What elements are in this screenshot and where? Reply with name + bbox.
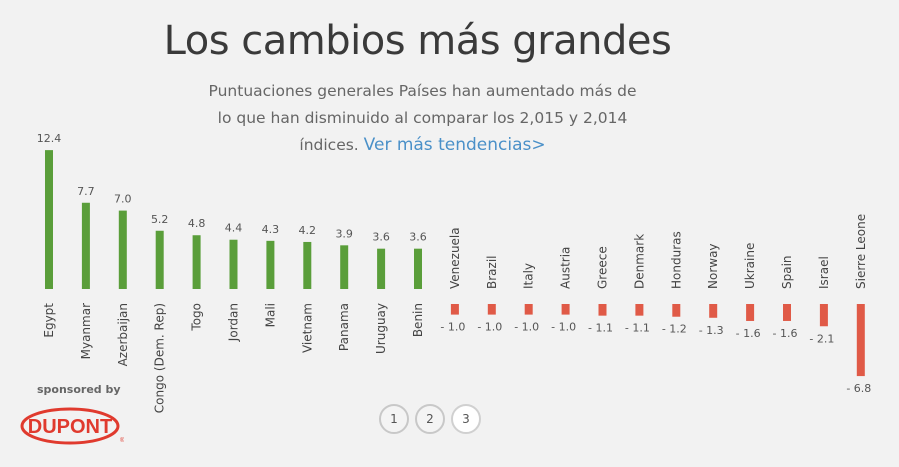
bar-0 (45, 150, 53, 289)
sponsor-label: sponsored by (37, 383, 121, 396)
category-label-11: Venezuela (448, 227, 462, 289)
svg-text:®: ® (120, 437, 124, 444)
value-label-15: - 1.1 (588, 322, 613, 335)
value-label-22: - 6.8 (846, 382, 871, 395)
category-label-15: Greece (596, 246, 610, 289)
bar-4 (192, 235, 201, 289)
bar-20 (783, 304, 791, 321)
value-label-0: 12.4 (37, 132, 62, 145)
page-title: Los cambios más grandes (163, 18, 672, 64)
category-label-0: Egypt (42, 303, 56, 338)
page-button-3[interactable]: 3 (451, 404, 481, 434)
value-label-17: - 1.2 (662, 323, 687, 336)
bar-18 (709, 304, 718, 318)
category-label-8: Panama (337, 303, 351, 351)
value-label-1: 7.7 (77, 185, 95, 198)
bar-3 (155, 230, 164, 289)
bar-12 (487, 304, 496, 315)
value-label-8: 3.9 (335, 227, 353, 240)
value-label-19: - 1.6 (736, 327, 761, 340)
bar-16 (635, 304, 644, 316)
value-label-14: - 1.0 (551, 321, 576, 334)
category-label-20: Spain (780, 255, 794, 289)
bar-9 (377, 248, 386, 289)
bar-19 (746, 304, 755, 321)
value-label-7: 4.2 (299, 224, 317, 237)
value-label-18: - 1.3 (699, 324, 724, 337)
bar-6 (266, 240, 275, 289)
category-label-17: Honduras (669, 231, 683, 289)
value-label-3: 5.2 (151, 213, 169, 226)
category-label-12: Brazil (485, 256, 499, 290)
bar-22 (856, 304, 865, 377)
category-label-19: Ukraine (743, 243, 757, 289)
bar-7 (303, 241, 312, 289)
value-label-10: 3.6 (409, 231, 427, 244)
subtitle-text: Puntuaciones generales Países han aument… (208, 82, 637, 154)
value-label-9: 3.6 (372, 231, 390, 244)
bar-2 (118, 210, 127, 289)
dupont-logo: DUPONT ® (20, 407, 124, 445)
bar-13 (524, 304, 533, 315)
category-label-5: Jordan (227, 303, 241, 342)
category-label-2: Azerbaijan (116, 303, 130, 366)
bar-15 (598, 304, 607, 316)
category-label-3: Congo (Dem. Rep) (153, 303, 167, 413)
bar-5 (229, 239, 238, 289)
bar-21 (819, 304, 828, 327)
bar-1 (81, 202, 90, 289)
value-label-2: 7.0 (114, 193, 132, 206)
category-label-1: Myanmar (79, 303, 93, 359)
category-label-7: Vietnam (300, 303, 314, 353)
bar-8 (340, 245, 349, 289)
category-label-9: Uruguay (374, 303, 388, 354)
page-button-1[interactable]: 1 (379, 404, 409, 434)
category-label-22: Sierre Leone (854, 214, 868, 289)
category-label-14: Austria (559, 247, 573, 289)
value-label-6: 4.3 (262, 223, 280, 236)
more-trends-link[interactable]: Ver más tendencias> (363, 135, 546, 155)
category-label-16: Denmark (632, 234, 646, 289)
bar-14 (561, 304, 570, 315)
value-label-5: 4.4 (225, 222, 243, 235)
bar-10 (414, 248, 422, 289)
category-label-21: Israel (817, 256, 831, 289)
value-label-11: - 1.0 (440, 321, 465, 334)
category-label-13: Italy (522, 263, 536, 289)
bar-17 (672, 304, 681, 317)
category-label-18: Norway (706, 243, 720, 289)
value-label-21: - 2.1 (809, 332, 834, 345)
svg-text:DUPONT: DUPONT (28, 416, 112, 438)
page-button-2[interactable]: 2 (415, 404, 445, 434)
page-subtitle: Puntuaciones generales Países han aument… (200, 78, 645, 159)
category-label-10: Benin (411, 303, 425, 337)
value-label-16: - 1.1 (625, 322, 650, 335)
value-label-20: - 1.6 (773, 327, 798, 340)
category-label-4: Togo (190, 303, 204, 332)
value-label-4: 4.8 (188, 217, 206, 230)
bar-11 (450, 304, 459, 315)
category-label-6: Mali (263, 303, 277, 327)
value-label-13: - 1.0 (514, 321, 539, 334)
value-label-12: - 1.0 (477, 321, 502, 334)
